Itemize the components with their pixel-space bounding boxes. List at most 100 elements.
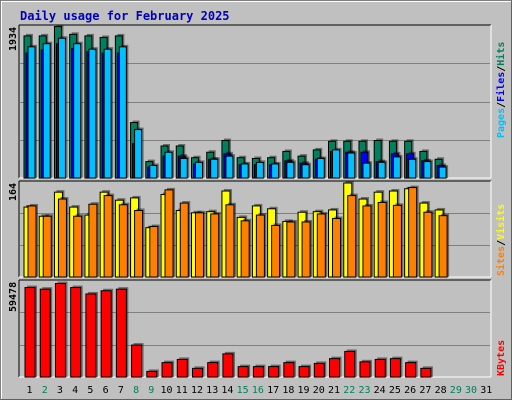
pages-bar: [240, 163, 249, 179]
kbytes-bar: [39, 288, 51, 378]
day-tick-label: 28: [435, 385, 447, 396]
kbytes-bar: [176, 358, 188, 378]
sites-bar: [134, 210, 144, 278]
day-tick-label: 25: [389, 385, 401, 396]
sites-bar: [271, 224, 281, 278]
legend-visits: Visits: [496, 203, 507, 240]
pages-bar: [423, 161, 432, 179]
day-tick-label: 13: [206, 385, 218, 396]
day-tick-label: 4: [72, 385, 78, 396]
sites-bar: [57, 198, 67, 278]
kbytes-bar: [222, 353, 234, 378]
sites-bar: [225, 204, 235, 278]
bottom-panel-background: [19, 280, 491, 377]
kbytes-bar: [161, 362, 173, 378]
day-tick-label: 11: [176, 385, 188, 396]
pages-bar: [271, 163, 280, 179]
kbytes-bar: [359, 361, 371, 378]
legend-sep: /: [496, 101, 507, 108]
pages-bar: [392, 156, 401, 179]
kbytes-bar: [54, 283, 66, 378]
day-tick-label: 6: [103, 385, 109, 396]
day-tick-label: 16: [252, 385, 264, 396]
pages-bar: [225, 155, 234, 179]
kbytes-bar: [191, 367, 203, 378]
pages-bar: [57, 37, 66, 179]
pages-bar: [377, 161, 386, 179]
kbytes-bar: [329, 358, 341, 378]
middle-panel-legend: Sites/Visits: [496, 204, 507, 276]
kbytes-bar: [420, 367, 432, 378]
day-tick-label: 26: [404, 385, 416, 396]
top-panel-background: [19, 25, 491, 178]
kbytes-bar: [115, 288, 127, 378]
day-tick-label: 15: [237, 385, 249, 396]
sites-bar: [118, 204, 128, 278]
pages-bar: [438, 166, 447, 179]
day-tick-label: 9: [148, 385, 154, 396]
day-tick-label: 27: [419, 385, 431, 396]
pages-bar: [149, 165, 158, 179]
pages-bar: [42, 43, 51, 179]
sites-bar: [255, 214, 265, 278]
pages-bar: [301, 164, 310, 179]
legend-pages: Pages: [496, 107, 507, 138]
kbytes-bar: [85, 293, 97, 378]
sites-bar: [438, 215, 448, 278]
legend-sep: /: [496, 65, 507, 72]
kbytes-bar: [313, 362, 325, 378]
pages-bar: [408, 158, 417, 179]
sites-bar: [179, 202, 189, 278]
sites-bar: [377, 201, 387, 278]
sites-bar: [164, 189, 174, 278]
day-tick-label: 22: [343, 385, 355, 396]
kbytes-bar: [298, 366, 310, 378]
sites-bar: [149, 226, 159, 278]
pages-bar: [118, 46, 127, 179]
legend-files: Files: [496, 71, 507, 102]
sites-bar: [362, 205, 372, 278]
day-tick-label: 3: [57, 385, 63, 396]
bottom-panel-legend: KBytes: [496, 340, 507, 376]
sites-bar: [88, 203, 98, 278]
day-tick-label: 31: [480, 385, 492, 396]
pages-bar: [179, 157, 188, 179]
day-tick-label: 1: [26, 385, 32, 396]
kbytes-bar: [389, 358, 401, 378]
bottom-panel-ymax-label: 59478: [8, 281, 19, 312]
day-tick-label: 23: [358, 385, 370, 396]
pages-bar: [73, 43, 82, 179]
day-tick-label: 18: [282, 385, 294, 396]
pages-bar: [88, 48, 97, 179]
sites-bar: [332, 218, 342, 278]
day-tick-label: 14: [221, 385, 233, 396]
pages-bar: [210, 158, 219, 179]
top-panel-legend: Pages/Files/Hits: [496, 42, 507, 138]
pages-bar: [332, 149, 341, 179]
pages-bar: [103, 48, 112, 179]
day-tick-label: 19: [298, 385, 310, 396]
sites-bar: [73, 215, 83, 278]
sites-bar: [210, 213, 220, 278]
day-tick-label: 30: [465, 385, 477, 396]
sites-bar: [27, 205, 37, 278]
day-tick-label: 20: [313, 385, 325, 396]
top-panel-ymax-label: 1934: [8, 26, 19, 51]
kbytes-bar: [374, 358, 386, 378]
kbytes-bar: [70, 287, 82, 378]
day-tick-label: 24: [374, 385, 386, 396]
sites-bar: [240, 220, 250, 278]
day-tick-label: 8: [133, 385, 139, 396]
day-tick-label: 29: [450, 385, 462, 396]
pages-bar: [362, 162, 371, 179]
kbytes-bar: [24, 287, 36, 378]
sites-bar: [392, 204, 402, 278]
pages-bar: [164, 151, 173, 179]
kbytes-bar: [252, 366, 264, 378]
legend-hits: Hits: [496, 41, 507, 66]
day-tick-label: 7: [118, 385, 124, 396]
sites-bar: [347, 195, 357, 278]
sites-bar: [301, 221, 311, 278]
day-tick-label: 2: [42, 385, 48, 396]
